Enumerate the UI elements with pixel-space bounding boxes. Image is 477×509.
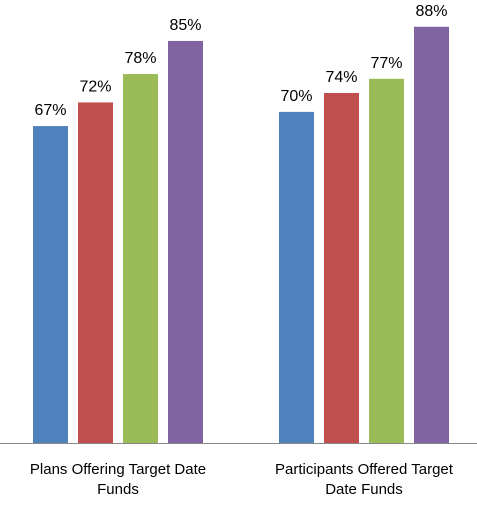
category-label-2-line-2: Date Funds [325,481,403,498]
bar-2-1 [279,111,314,444]
data-label-1-3: 78% [124,50,156,67]
data-label-1-4: 85% [169,17,201,34]
data-label-2-3: 77% [370,55,402,72]
bar-1-2 [78,102,113,443]
bar-1-4 [168,40,203,443]
category-label-1-line-2: Funds [97,481,139,498]
value-labels-layer: 67% 72% 78% 85% 70% 74% 77% 88% [34,3,447,119]
category-labels-layer: Plans Offering Target Date Funds Participa… [30,461,454,498]
bar-2-4 [414,26,449,443]
data-label-2-2: 74% [325,69,357,86]
data-label-1-1: 67% [34,102,66,119]
bar-1-1 [33,126,68,443]
bar-1-3 [123,74,158,443]
category-label-2-line-1: Participants Offered Target [275,461,454,478]
data-label-2-4: 88% [415,3,447,20]
bars-layer [33,26,449,444]
data-label-1-2: 72% [79,78,111,95]
data-label-2-1: 70% [280,88,312,105]
bar-2-3 [369,78,404,443]
bar-2-2 [324,92,359,443]
category-label-1-line-1: Plans Offering Target Date [30,461,206,478]
